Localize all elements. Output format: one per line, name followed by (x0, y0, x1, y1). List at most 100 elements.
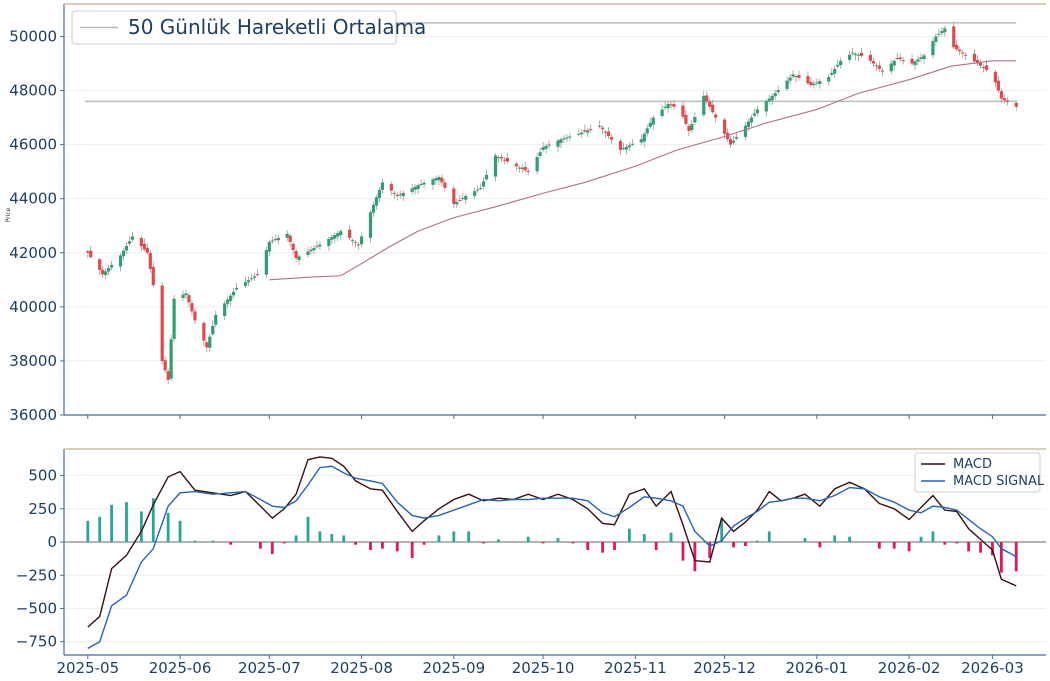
histogram-bar-negative (229, 542, 233, 545)
candle-down (687, 125, 691, 132)
histogram-bar-positive (803, 538, 807, 543)
candle-up (484, 174, 489, 180)
candle-down (603, 131, 608, 133)
candle-down (160, 285, 164, 361)
candle-down (684, 114, 688, 124)
candle-down (996, 80, 1000, 91)
candle-up (104, 271, 108, 276)
candle-down (514, 163, 518, 167)
candle-up (232, 291, 236, 296)
candle-up (208, 336, 212, 348)
candle-down (294, 251, 298, 259)
candle-up (211, 325, 215, 335)
candle-up (267, 241, 271, 252)
candle-up (339, 231, 343, 236)
candle-up (330, 236, 334, 240)
candle-up (270, 240, 274, 242)
price-tick-label: 50000 (9, 27, 57, 45)
candle-down (901, 60, 905, 62)
histogram-bar-positive (110, 504, 114, 543)
histogram-bar-negative (282, 542, 286, 544)
histogram-bar-positive (178, 520, 182, 543)
histogram-bar-positive (526, 536, 530, 543)
candle-down (1014, 102, 1018, 107)
histogram-bar-negative (369, 542, 372, 551)
candle-up (749, 117, 753, 123)
candle-up (755, 109, 759, 114)
histogram-bar-negative (877, 542, 881, 549)
histogram-bar-positive (330, 534, 334, 543)
histogram-bar-negative (541, 542, 545, 544)
candle-down (348, 229, 352, 238)
candle-down (190, 303, 194, 312)
histogram-bar-negative (410, 542, 414, 558)
candle-up (833, 68, 837, 74)
x-tick-label: 2026-03 (961, 659, 1024, 677)
legend-ma-label: 50 Günlük Hareketli Ortalama (128, 15, 426, 39)
candle-up (937, 33, 941, 35)
macd-legend-box (914, 452, 1041, 493)
macd-tick-label: 250 (28, 500, 57, 518)
candle-down (961, 52, 965, 54)
candle-down (502, 159, 507, 161)
price-axis-label: Price (5, 207, 12, 222)
candle-down (874, 65, 878, 67)
macd-legend: MACD MACD SIGNAL (914, 452, 1045, 493)
candle-up (651, 117, 655, 125)
candle-down (606, 131, 611, 137)
price-tick-label: 46000 (9, 136, 57, 154)
histogram-bar-positive (467, 531, 471, 543)
candle-up (827, 77, 831, 82)
candle-up (752, 113, 756, 116)
candle-up (702, 95, 706, 115)
candle-up (794, 76, 798, 78)
macd-tick-label: 500 (28, 467, 57, 485)
histogram-bar-positive (833, 535, 837, 543)
candle-up (598, 125, 602, 127)
candle-up (285, 233, 289, 238)
candle-down (291, 243, 295, 251)
candle-up (830, 72, 834, 75)
candle-up (333, 234, 337, 239)
histogram-bar-negative (422, 542, 426, 545)
candle-up (734, 137, 739, 139)
candle-up (931, 41, 935, 56)
candle-down (523, 167, 527, 171)
histogram-bar-negative (395, 542, 399, 552)
candle-down (958, 49, 962, 52)
histogram-bar-negative (381, 542, 384, 549)
x-tick-label: 2025-06 (149, 659, 212, 677)
candle-up (690, 124, 694, 131)
candle-down (618, 140, 623, 151)
candle-up (306, 251, 310, 255)
candle-down (708, 101, 712, 107)
histogram-bar-negative (259, 542, 262, 549)
candle-up (461, 198, 465, 200)
histogram-bar-positive (211, 540, 215, 543)
x-tick-label: 2025-05 (56, 659, 119, 677)
candle-up (586, 130, 590, 133)
candle-up (580, 132, 584, 135)
candle-up (252, 276, 257, 278)
histogram-bar-negative (654, 542, 658, 551)
candle-up (476, 189, 480, 191)
moving-average (269, 60, 1017, 281)
candle-up (473, 191, 477, 196)
legend-macd-label: MACD (953, 457, 992, 472)
candle-down (458, 199, 462, 201)
candle-up (919, 57, 923, 60)
candle-up (377, 189, 382, 198)
candle-down (964, 54, 968, 56)
candle-down (868, 54, 873, 61)
candle-up (839, 60, 843, 66)
candle-up (770, 95, 774, 101)
candle-up (431, 179, 435, 185)
histogram-bar-positive (755, 540, 759, 543)
histogram-bar-positive (931, 531, 935, 543)
candle-up (856, 54, 861, 56)
histogram-bar-negative (818, 542, 822, 548)
candle-down (1002, 98, 1006, 101)
candle-down (193, 311, 197, 321)
histogram-bar-positive (720, 519, 724, 543)
candle-up (422, 182, 426, 185)
